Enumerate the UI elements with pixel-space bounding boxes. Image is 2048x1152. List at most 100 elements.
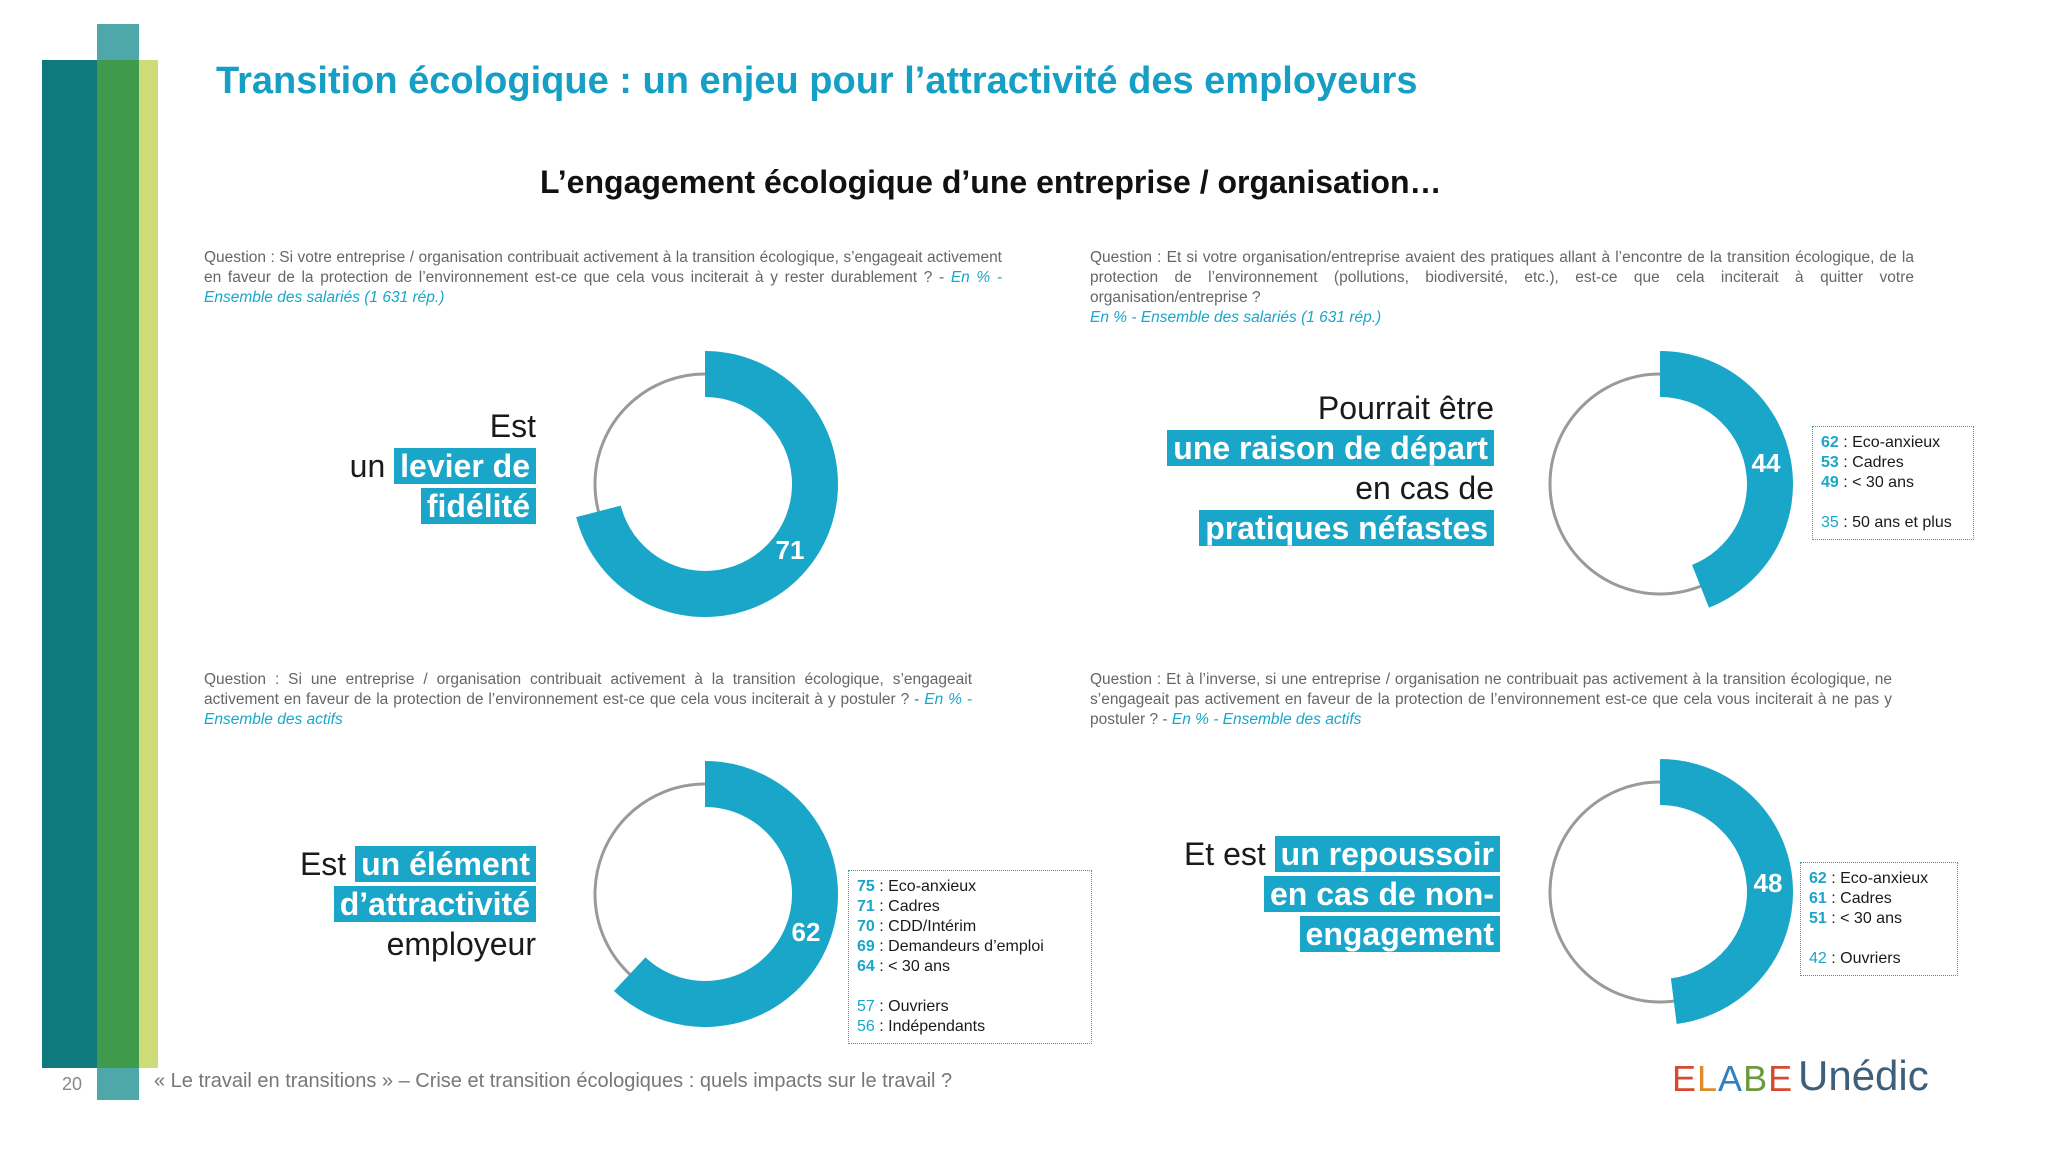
breakdown-value: 51 <box>1809 910 1827 927</box>
statement-highlight: un repoussoir <box>1274 836 1500 872</box>
statement-line: un levier de <box>350 446 536 486</box>
breakdown-value: 56 <box>857 1018 875 1035</box>
statement-highlight: un élément <box>355 846 536 882</box>
question-4: Question : Et à l’inverse, si une entrep… <box>1090 670 1892 730</box>
breakdown-value: 71 <box>857 898 875 915</box>
statement-line: Pourrait être <box>1167 388 1494 428</box>
statement-highlight: pratiques néfastes <box>1199 510 1494 546</box>
breakdown-box-2: 62 : Eco-anxieux 53 : Cadres 49 : < 30 ans… <box>1812 426 1974 540</box>
breakdown-label: : 50 ans et plus <box>1838 514 1952 531</box>
elabe-logo-letter: A <box>1718 1058 1744 1099</box>
elabe-logo-letter: E <box>1672 1058 1698 1099</box>
donut-remainder-ring <box>1548 372 1772 596</box>
breakdown-spacer <box>1809 929 1949 949</box>
breakdown-row: 57 : Ouvriers <box>857 997 1083 1017</box>
breakdown-label: : Demandeurs d’emploi <box>874 938 1044 955</box>
side-bar-green <box>97 60 139 1068</box>
footer-caption: « Le travail en transitions » – Crise et… <box>154 1070 953 1092</box>
statement-text: en cas de <box>1355 470 1494 506</box>
breakdown-row: 53 : Cadres <box>1821 453 1965 473</box>
statement-text: un <box>349 448 395 484</box>
elabe-logo-letter: L <box>1697 1058 1719 1099</box>
statement-line: en cas de non- <box>1184 874 1500 914</box>
breakdown-label: : CDD/Intérim <box>874 918 977 935</box>
side-bar-bottom-square <box>97 1068 139 1100</box>
statement-2: Pourrait être une raison de départ en cas … <box>1167 388 1494 548</box>
statement-highlight: engagement <box>1299 916 1500 952</box>
breakdown-value: 49 <box>1821 474 1839 491</box>
statement-highlight: en cas de non- <box>1263 876 1500 912</box>
breakdown-row: 42 : Ouvriers <box>1809 949 1949 969</box>
breakdown-spacer <box>857 977 1083 997</box>
breakdown-label: : < 30 ans <box>1826 910 1902 927</box>
question-3: Question : Si une entreprise / organisat… <box>204 670 972 730</box>
statement-highlight: une raison de départ <box>1167 430 1494 466</box>
breakdown-label: : Eco-anxieux <box>1826 870 1929 887</box>
breakdown-label: : Eco-anxieux <box>1838 434 1941 451</box>
statement-text: Est <box>489 408 536 444</box>
breakdown-value: 64 <box>857 958 875 975</box>
donut-value-arc <box>1659 351 1793 608</box>
breakdown-row: 62 : Eco-anxieux <box>1821 433 1965 453</box>
breakdown-row: 71 : Cadres <box>857 897 1083 917</box>
breakdown-value: 57 <box>857 998 875 1015</box>
statement-text: Et est <box>1183 836 1275 872</box>
question-2: Question : Et si votre organisation/entr… <box>1090 248 1914 328</box>
statement-text: employeur <box>386 926 536 962</box>
page-title: Transition écologique : un enjeu pour l’… <box>216 60 1418 102</box>
question-4-source: En % - Ensemble des actifs <box>1171 711 1362 728</box>
breakdown-label: : < 30 ans <box>1838 474 1914 491</box>
breakdown-row: 75 : Eco-anxieux <box>857 877 1083 897</box>
statement-line: Et est un repoussoir <box>1184 834 1500 874</box>
question-3-source: En % - Ensemble des actifs <box>204 691 972 728</box>
question-4-text: Question : Et à l’inverse, si une entrep… <box>1090 671 1892 728</box>
breakdown-label: : Indépendants <box>874 1018 986 1035</box>
donut-remainder-ring <box>593 372 817 596</box>
breakdown-label: : Cadres <box>1826 890 1892 907</box>
question-2-source: En % - Ensemble des salariés (1 631 rép.… <box>1090 309 1382 326</box>
breakdown-value: 53 <box>1821 454 1839 471</box>
page-number: 20 <box>62 1074 83 1094</box>
statement-line: Est un élément <box>300 844 536 884</box>
statement-line: employeur <box>300 924 536 964</box>
statement-3: Est un élément d’attractivité employeur <box>300 844 536 964</box>
statement-4: Et est un repoussoir en cas de non-engage… <box>1184 834 1500 954</box>
question-3-text: Question : Si une entreprise / organisat… <box>204 671 972 708</box>
page-subtitle: L’engagement écologique d’une entreprise… <box>540 164 1442 200</box>
breakdown-value: 62 <box>1809 870 1827 887</box>
breakdown-row: 69 : Demandeurs d’emploi <box>857 937 1083 957</box>
statement-highlight: d’attractivité <box>333 886 536 922</box>
breakdown-row: 56 : Indépendants <box>857 1017 1083 1037</box>
breakdown-label: : Eco-anxieux <box>874 878 977 895</box>
breakdown-value: 61 <box>1809 890 1827 907</box>
question-2-text: Question : Et si votre organisation/entr… <box>1090 249 1914 306</box>
breakdown-row: 51 : < 30 ans <box>1809 909 1949 929</box>
statement-highlight: levier de <box>394 448 536 484</box>
statement-highlight: fidélité <box>420 488 536 524</box>
breakdown-value: 62 <box>1821 434 1839 451</box>
breakdown-label: : Ouvriers <box>1826 950 1901 967</box>
statement-1: Est un levier de fidélité <box>350 406 536 526</box>
breakdown-row: 35 : 50 ans et plus <box>1821 513 1965 533</box>
statement-line: pratiques néfastes <box>1167 508 1494 548</box>
donut-remainder-ring <box>1548 780 1772 1004</box>
breakdown-label: : Cadres <box>874 898 940 915</box>
donut-value-arc <box>576 351 838 617</box>
statement-line: en cas de <box>1167 468 1494 508</box>
question-1: Question : Si votre entreprise / organis… <box>204 248 1002 308</box>
question-1-text: Question : Si votre entreprise / organis… <box>204 249 1002 286</box>
breakdown-row: 62 : Eco-anxieux <box>1809 869 1949 889</box>
question-1-source: En % - Ensemble des salariés (1 631 rép.… <box>204 269 1002 306</box>
breakdown-box-3: 75 : Eco-anxieux 71 : Cadres 70 : CDD/Inté… <box>848 870 1092 1044</box>
donut-value-label: 48 <box>1754 868 1783 898</box>
donut-value-arc <box>613 761 838 1027</box>
statement-text: Est <box>299 846 356 882</box>
breakdown-spacer <box>1821 493 1965 513</box>
statement-line: Est <box>350 406 536 446</box>
elabe-logo-letter: E <box>1768 1058 1794 1099</box>
breakdown-row: 70 : CDD/Intérim <box>857 917 1083 937</box>
elabe-logo: ELABE <box>1672 1058 1793 1100</box>
unedic-logo: Unédic <box>1798 1052 1929 1099</box>
breakdown-value: 35 <box>1821 514 1839 531</box>
donut-remainder-ring <box>593 782 817 1006</box>
